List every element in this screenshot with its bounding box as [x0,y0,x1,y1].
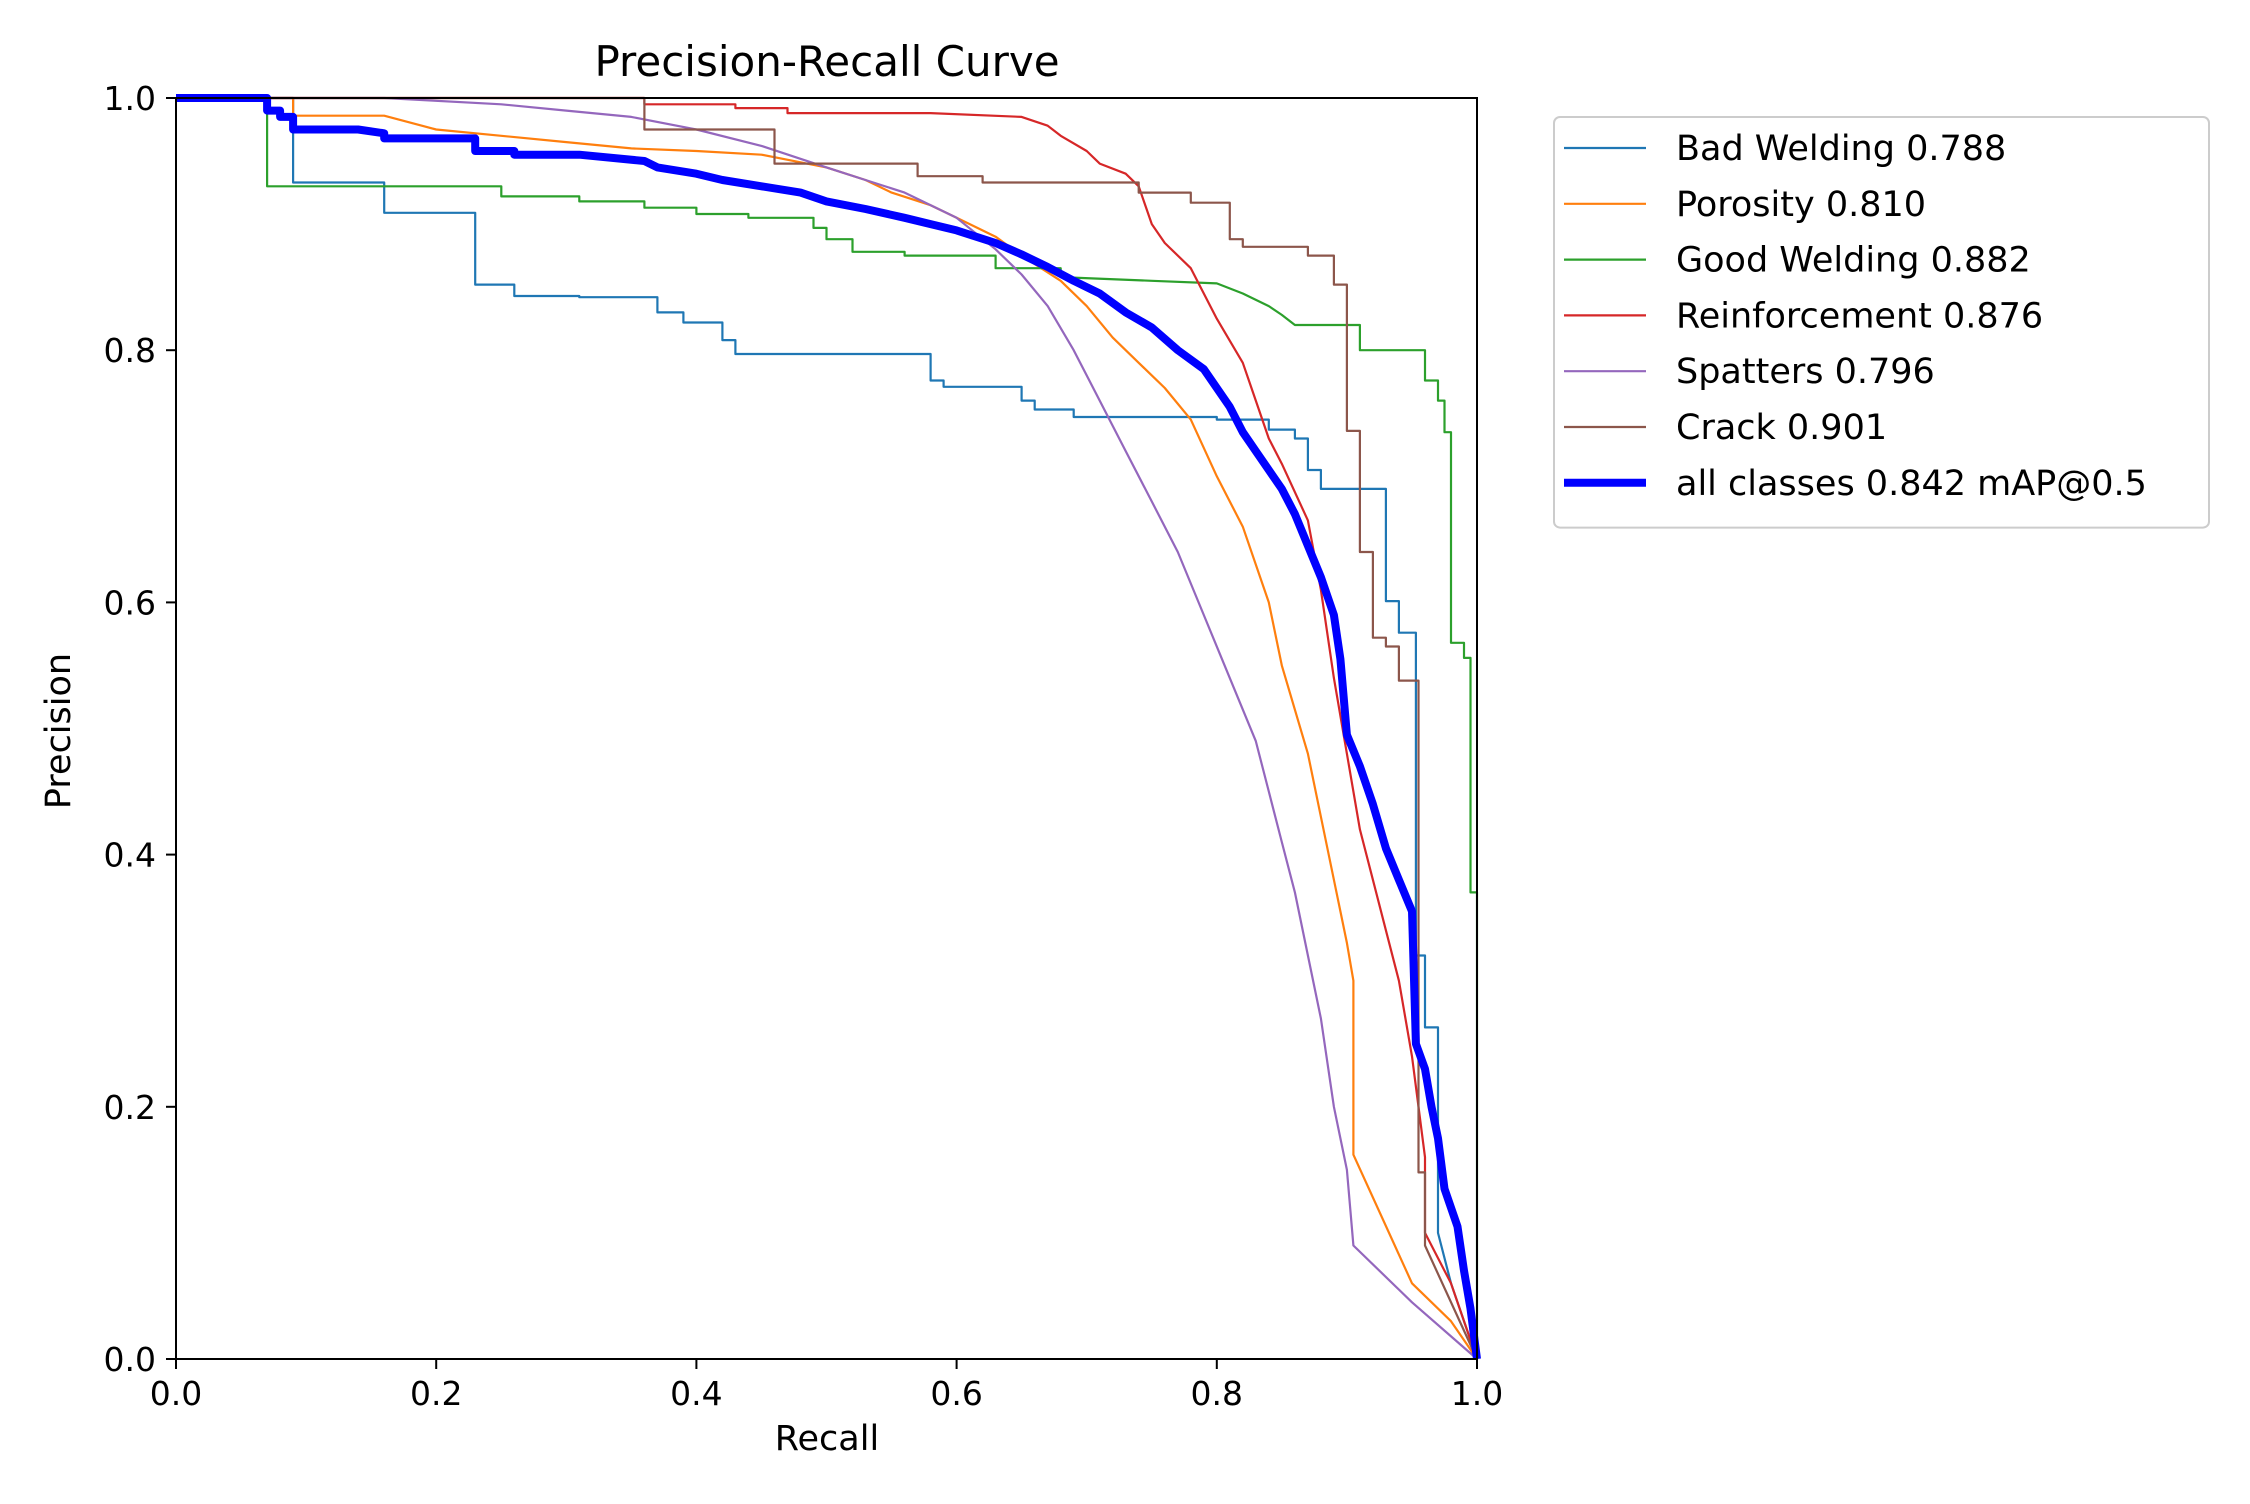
y-tick-label: 1.0 [104,79,156,118]
series-layer [176,94,1481,1360]
x-tick-label: 0.0 [150,1374,202,1413]
y-tick-label: 0.8 [104,331,156,370]
legend-frame [1553,116,2210,529]
x-tick-label: 0.6 [930,1374,982,1413]
legend-label-5: Crack 0.901 [1676,408,1887,448]
x-tick-label: 0.8 [1191,1374,1243,1413]
series-line-1 [176,96,1478,1360]
x-tick-label: 0.4 [670,1374,722,1413]
y-tick-label: 0.4 [104,836,156,875]
plot-frame [175,97,1478,1360]
legend-label-1: Porosity 0.810 [1676,185,1926,225]
series-line-6 [176,94,1481,1360]
legend: Bad Welding 0.788 Porosity 0.810 Good Weld… [1553,116,2210,529]
y-axis-label: Precision [39,653,79,809]
series-line-3 [176,96,1479,1360]
x-axis-label: Recall [775,1419,879,1459]
legend-label-3: Reinforcement 0.876 [1676,296,2043,336]
x-tick-label: 0.2 [410,1374,462,1413]
ticks-layer: 0.0 0.2 0.4 0.6 0.8 1.0 0.0 0.2 0.4 0.6 0.8 1.0 [104,79,1504,1413]
legend-label-0: Bad Welding 0.788 [1676,129,2006,169]
x-tick-label: 1.0 [1451,1374,1503,1413]
legend-label-4: Spatters 0.796 [1676,352,1935,392]
y-tick-label: 0.0 [104,1340,156,1379]
chart-title: Precision-Recall Curve [594,37,1059,86]
series-line-4 [176,96,1478,1360]
y-tick-label: 0.2 [104,1088,156,1127]
series-line-2 [176,96,1479,1359]
series-line-0 [176,96,1479,1360]
legend-label-6: all classes 0.842 mAP@0.5 [1676,464,2147,504]
legend-label-2: Good Welding 0.882 [1676,241,2031,281]
y-tick-label: 0.6 [104,583,156,622]
series-line-5 [176,96,1479,1360]
